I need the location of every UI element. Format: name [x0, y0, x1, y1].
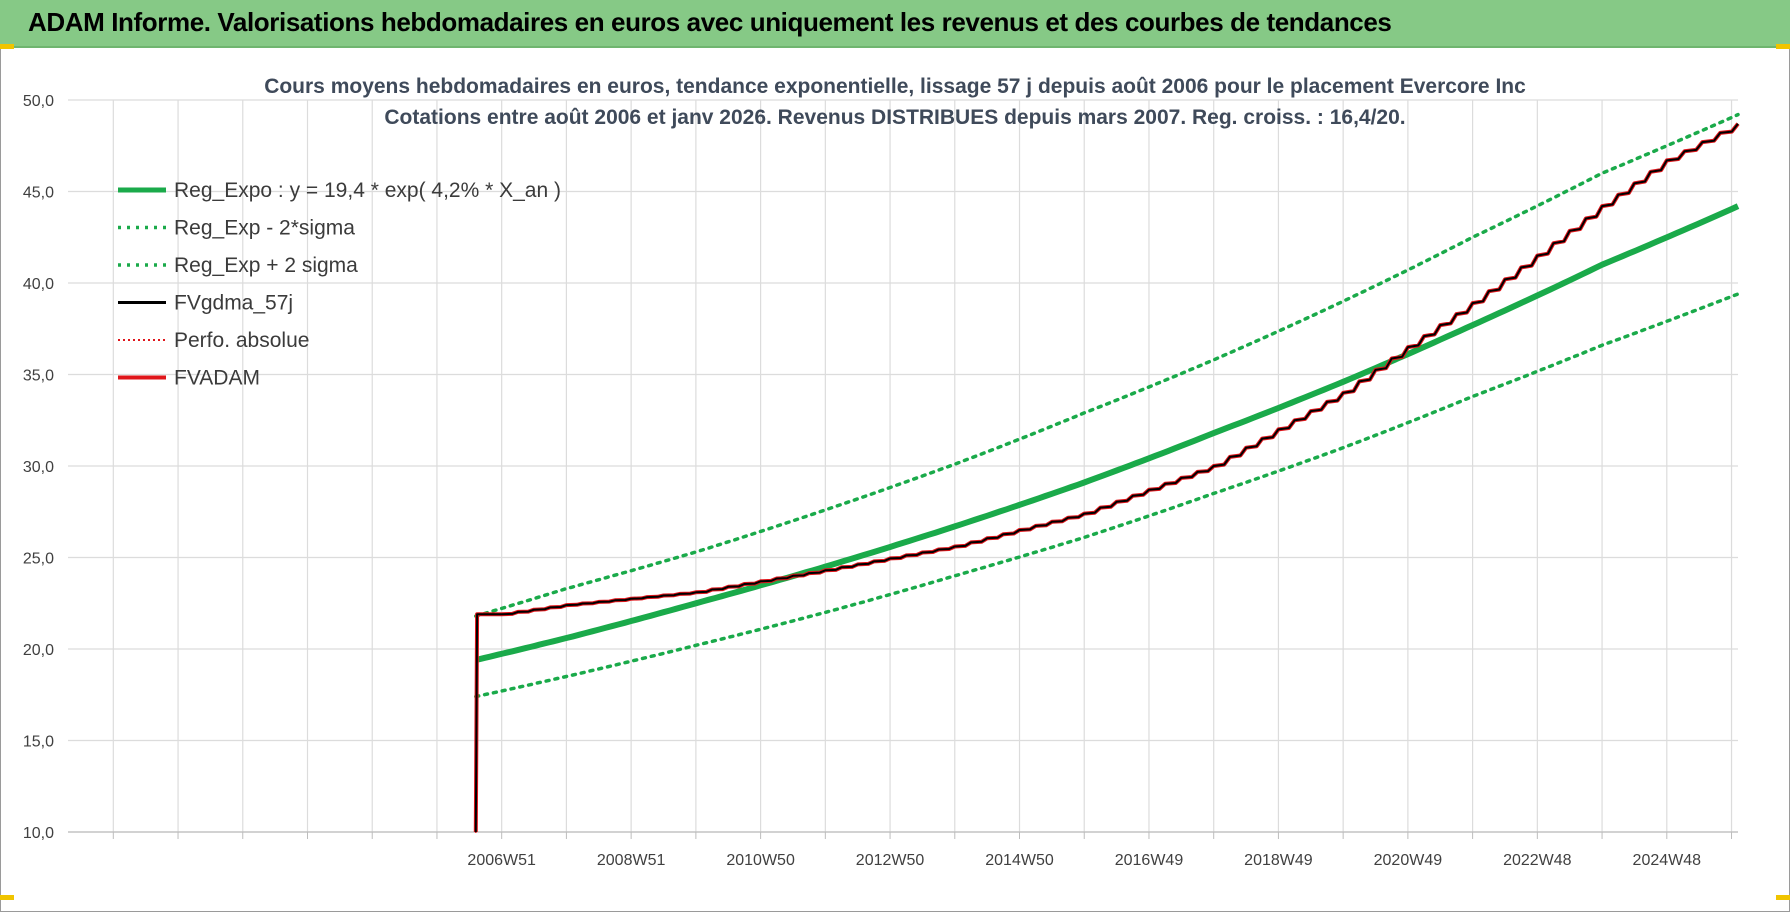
- x-tick-label: 2020W49: [1374, 852, 1443, 869]
- x-axis-ticks: 2006W51 2008W51 2010W50 2012W50 2014W50 2016W…: [112, 832, 1733, 869]
- x-tick-label: 2024W48: [1633, 852, 1702, 869]
- legend-label: FVgdma_57j: [174, 292, 293, 315]
- x-tick-label: 2008W51: [597, 852, 666, 869]
- series-line-1: [474, 292, 1740, 699]
- series-line-3: [474, 123, 1739, 833]
- y-tick-label: 45,0: [23, 185, 54, 202]
- x-tick-label: 2006W51: [467, 852, 536, 869]
- series-line-0: [475, 203, 1740, 663]
- y-tick-label: 20,0: [23, 642, 54, 659]
- x-tick-label: 2016W49: [1115, 852, 1184, 869]
- chart-subtitle: Cotations entre août 2006 et janv 2026. …: [384, 106, 1405, 129]
- x-tick-label: 2018W49: [1244, 852, 1313, 869]
- report-title: ADAM Informe. Valorisations hebdomadaire…: [28, 7, 1392, 37]
- y-tick-label: 50,0: [23, 93, 54, 110]
- corner-marker-right: [1776, 44, 1790, 49]
- series-line-2: [474, 112, 1740, 618]
- legend-label: Reg_Exp + 2 sigma: [174, 254, 358, 277]
- y-tick-label: 15,0: [23, 734, 54, 751]
- y-tick-label: 30,0: [23, 459, 54, 476]
- series-lines: [473, 112, 1740, 833]
- series-line-5: [473, 122, 1740, 833]
- report-banner: ADAM Informe. Valorisations hebdomadaire…: [0, 0, 1790, 48]
- legend-label: Reg_Expo : y = 19,4 * exp( 4,2% * X_an ): [174, 179, 561, 202]
- chart-legend: Reg_Expo : y = 19,4 * exp( 4,2% * X_an )…: [118, 179, 561, 390]
- y-tick-label: 25,0: [23, 551, 54, 568]
- y-tick-label: 35,0: [23, 368, 54, 385]
- x-tick-label: 2010W50: [726, 852, 795, 869]
- x-tick-label: 2014W50: [985, 852, 1054, 869]
- x-tick-label: 2022W48: [1503, 852, 1572, 869]
- y-axis-ticks: 10,0 15,0 20,0 25,0 30,0 35,0 40,0 45,0 50,0: [23, 93, 54, 842]
- grid-lines: [68, 99, 1738, 833]
- chart-title: Cours moyens hebdomadaires en euros, ten…: [264, 75, 1526, 98]
- y-tick-label: 10,0: [23, 825, 54, 842]
- y-tick-label: 40,0: [23, 276, 54, 293]
- corner-marker-bottom-left: [0, 895, 14, 900]
- corner-marker-left: [0, 44, 14, 49]
- series-line-4: [474, 122, 1739, 833]
- legend-label: FVADAM: [174, 367, 260, 390]
- corner-marker-bottom-right: [1776, 895, 1790, 900]
- x-tick-label: 2012W50: [856, 852, 925, 869]
- legend-label: Reg_Exp - 2*sigma: [174, 217, 355, 240]
- legend-label: Perfo. absolue: [174, 329, 309, 352]
